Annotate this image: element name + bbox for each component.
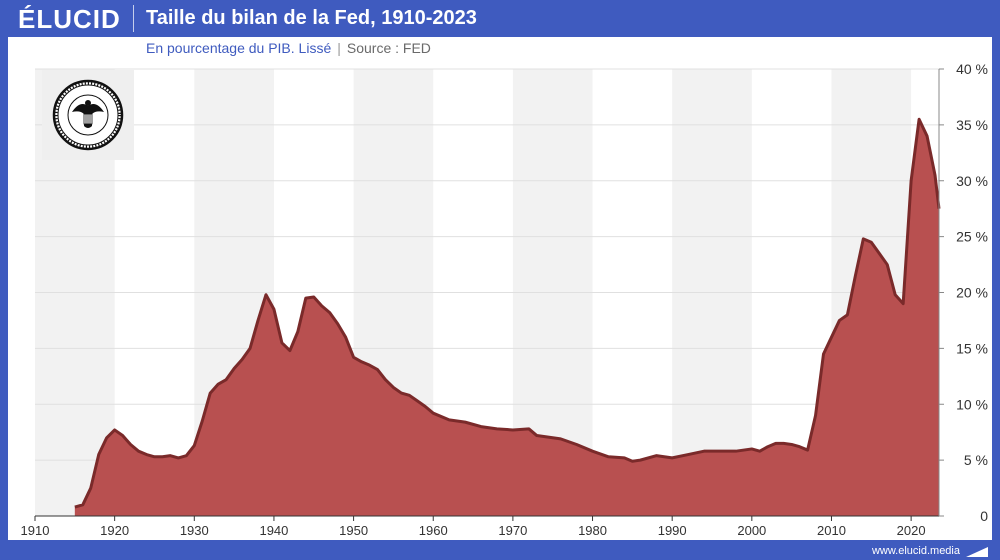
seal-box (42, 70, 134, 160)
x-tick-label: 1960 (419, 523, 448, 538)
x-tick-label: 1920 (100, 523, 129, 538)
x-tick-label: 1970 (498, 523, 527, 538)
subtitle-separator: | (337, 40, 341, 56)
x-tick-label: 2020 (897, 523, 926, 538)
brand-logo[interactable]: ÉLUCID (18, 4, 121, 34)
y-tick-label: 35 % (956, 117, 988, 133)
chart-title: Taille du bilan de la Fed, 1910-2023 (146, 7, 477, 29)
logo-divider (133, 5, 134, 32)
chart-subtitle: En pourcentage du PIB. Lissé | Source : FE… (146, 40, 431, 56)
federal-reserve-seal-icon (52, 79, 124, 151)
x-tick-label: 2010 (817, 523, 846, 538)
x-tick-label: 1980 (578, 523, 607, 538)
footer-url[interactable]: www.elucid.media (871, 545, 960, 557)
x-tick-label: 1990 (658, 523, 687, 538)
x-tick-label: 1910 (21, 523, 50, 538)
y-tick-label: 40 % (956, 61, 988, 77)
brand-mark-icon (966, 547, 988, 557)
subtitle-text: En pourcentage du PIB. Lissé (146, 40, 332, 56)
series-area (74, 119, 939, 516)
x-tick-label: 1940 (259, 523, 288, 538)
y-tick-label: 15 % (956, 340, 988, 356)
y-tick-label: 30 % (956, 173, 988, 189)
header-bar: ÉLUCID Taille du bilan de la Fed, 1910-2… (0, 0, 1000, 37)
series-line (74, 117, 941, 509)
y-tick-label: 10 % (956, 396, 988, 412)
y-tick-label: 0 (980, 508, 988, 524)
x-tick-label: 1930 (180, 523, 209, 538)
x-tick-label: 1950 (339, 523, 368, 538)
y-tick-label: 5 % (964, 452, 988, 468)
y-tick-label: 20 % (956, 285, 988, 301)
y-tick-label: 25 % (956, 229, 988, 245)
source-text: Source : FED (346, 40, 431, 56)
x-tick-label: 2000 (737, 523, 766, 538)
